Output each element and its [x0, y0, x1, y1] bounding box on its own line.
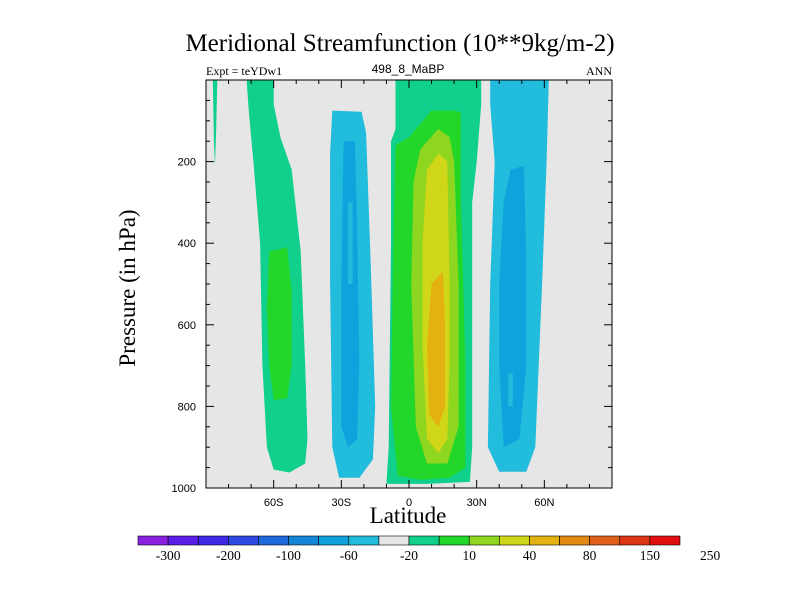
colorbar-swatch — [529, 535, 560, 546]
colorbar-swatch — [649, 535, 681, 546]
colorbar-swatch — [438, 535, 470, 546]
colorbar-swatch — [468, 535, 500, 546]
colorbar-label: 150 — [640, 548, 661, 563]
colorbar: -300 -200 -100 -60 -20 10 40 80 150 250 — [137, 535, 721, 563]
colorbar-swatch — [589, 535, 621, 546]
colorbar-swatch — [348, 535, 380, 546]
colorbar-swatch — [258, 535, 289, 546]
colorbar-label: -200 — [216, 548, 241, 563]
colorbar-label: 250 — [700, 548, 721, 563]
colorbar-swatch — [619, 535, 651, 546]
y-tick-label: 1000 — [172, 483, 196, 495]
southern-cell-40 — [266, 247, 292, 401]
x-tick-label: 60S — [264, 497, 284, 509]
southern-neg-60 — [341, 141, 360, 448]
x-tick-label: 60N — [534, 497, 554, 509]
colorbar-swatch — [378, 535, 410, 546]
colorbar-swatch — [167, 535, 199, 546]
contour-fill-layer — [212, 80, 549, 484]
colorbar-swatch — [288, 535, 319, 546]
colorbar-swatch — [559, 535, 590, 546]
colorbar-label: -20 — [400, 548, 418, 563]
y-tick-label: 600 — [178, 320, 196, 332]
southern-neg-core — [348, 202, 353, 284]
colorbar-swatch — [318, 535, 350, 546]
x-tick-label: 0 — [406, 497, 412, 509]
season-label: ANN — [586, 64, 612, 78]
y-tick-label: 800 — [178, 401, 196, 413]
period-label: 498_8_MaBP — [371, 62, 445, 76]
x-tick-label: 30N — [467, 497, 487, 509]
colorbar-swatch — [408, 535, 440, 546]
y-tick-label: 200 — [178, 157, 196, 169]
y-axis-label: Pressure (in hPa) — [115, 209, 140, 367]
colorbar-label: 80 — [583, 548, 597, 563]
y-tick-label: 400 — [178, 238, 196, 250]
colorbar-swatch — [197, 535, 229, 546]
chart-title: Meridional Streamfunction (10**9kg/m-2) — [185, 30, 615, 57]
x-axis-label: Latitude — [369, 503, 447, 528]
colorbar-label: 10 — [462, 548, 476, 563]
tropical-250 — [427, 271, 446, 427]
colorbar-label: -300 — [156, 548, 181, 563]
northern-neg-core — [508, 373, 513, 407]
polar-sliver — [212, 80, 218, 166]
axes: 60S 30S 0 30N 60N 200 400 600 800 1000 — [172, 80, 612, 509]
northern-neg-60 — [499, 165, 527, 448]
colorbar-label: -60 — [340, 548, 358, 563]
colorbar-label: -100 — [276, 548, 301, 563]
colorbar-swatch — [137, 535, 169, 546]
colorbar-label: 40 — [523, 548, 537, 563]
colorbar-swatch — [228, 535, 259, 546]
x-tick-label: 30S — [332, 497, 352, 509]
colorbar-swatch — [499, 535, 530, 546]
experiment-label: Expt = teYDw1 — [206, 64, 283, 78]
